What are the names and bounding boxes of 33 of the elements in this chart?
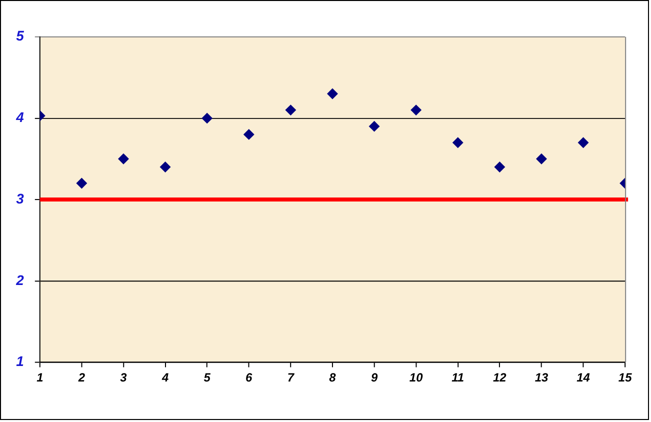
point: [578, 137, 589, 148]
y-tick-label: 1: [16, 353, 24, 370]
x-tick-label: 7: [287, 370, 296, 385]
y-tick-label: 5: [16, 28, 24, 44]
x-tick-label: 5: [204, 370, 211, 385]
x-tick-label: 1: [36, 370, 44, 385]
point: [326, 88, 338, 100]
x-tick-label: 3: [120, 370, 128, 385]
point: [368, 120, 380, 132]
x-tick-label: 12: [493, 370, 507, 385]
point: [118, 153, 129, 164]
point: [494, 162, 506, 172]
x-tick-label: 14: [576, 370, 590, 385]
x-tick-label: 6: [246, 370, 253, 385]
point: [76, 178, 88, 189]
y-tick-label: 3: [16, 190, 24, 206]
point: [243, 128, 254, 140]
y-tick-label: 4: [15, 109, 24, 126]
point: [160, 162, 171, 172]
point: [536, 153, 547, 164]
x-tick-label: 13: [534, 370, 548, 385]
x-tick-label: 10: [409, 370, 424, 385]
x-tick-label: 15: [618, 370, 632, 385]
point: [285, 104, 296, 116]
point: [452, 137, 464, 148]
y-tick-label: 2: [15, 272, 24, 288]
x-tick-label: 8: [329, 370, 336, 385]
point: [202, 112, 213, 124]
x-tick-label: 9: [370, 370, 378, 385]
x-tick-label: 4: [160, 370, 169, 385]
x-tick-label: 11: [452, 370, 464, 385]
point: [410, 104, 422, 116]
x-tick-label: 2: [77, 370, 86, 385]
